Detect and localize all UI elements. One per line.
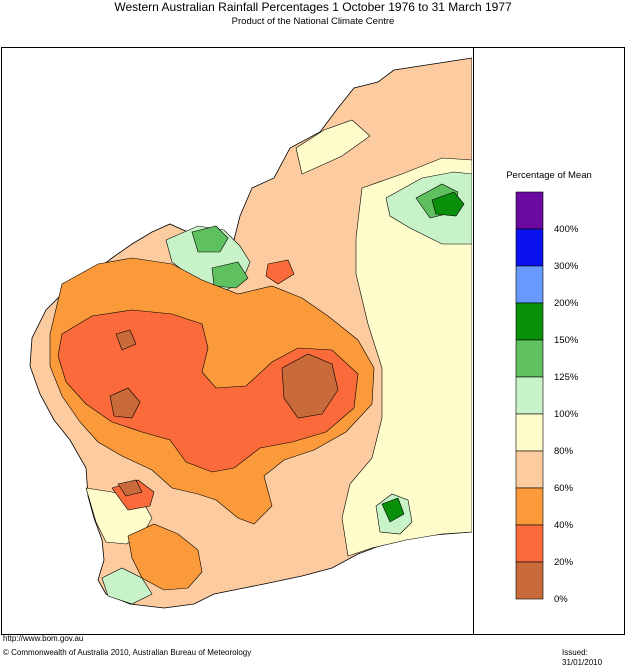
- panel-divider: [473, 47, 474, 635]
- footer-url[interactable]: http://www.bom.gov.au: [3, 634, 84, 643]
- zone-150-200-b: [381, 497, 405, 523]
- map-subtitle: Product of the National Climate Centre: [231, 16, 395, 27]
- zone-0-20-west: [109, 387, 141, 419]
- zone-0-20-east: [281, 353, 339, 419]
- legend-label: 0%: [554, 594, 568, 605]
- legend-label: 400%: [554, 224, 579, 235]
- rainfall-map: [29, 57, 472, 609]
- zone-0-20-north: [115, 329, 137, 351]
- legend-swatch: [515, 450, 544, 489]
- zone-20-40-central: [57, 309, 359, 473]
- footer-copyright: © Commonwealth of Australia 2010, Austra…: [3, 648, 252, 657]
- legend-label: 200%: [554, 298, 579, 309]
- map-frame: [1, 47, 625, 635]
- legend-swatch: [515, 302, 544, 341]
- map-title: Western Australian Rainfall Percentages …: [114, 0, 512, 14]
- legend-title: Percentage of Mean: [506, 170, 592, 181]
- legend-label: 150%: [554, 335, 579, 346]
- legend-swatch: [515, 487, 544, 526]
- zone-0-20-south: [117, 479, 143, 497]
- zone-125-150-a: [191, 225, 229, 253]
- legend-swatch: [515, 524, 544, 563]
- legend-label: 300%: [554, 261, 579, 272]
- legend-swatch: [515, 228, 544, 267]
- legend-label: 80%: [554, 446, 574, 457]
- legend-swatch: [515, 561, 544, 600]
- zone-150-200-a: [431, 191, 465, 217]
- zone-20-40-northwest: [265, 259, 295, 285]
- legend-swatch: [515, 339, 544, 378]
- legend-label: 125%: [554, 372, 579, 383]
- legend-label: 100%: [554, 409, 579, 420]
- zone-100-125-south: [101, 567, 153, 605]
- legend-label: 60%: [554, 483, 574, 494]
- legend-swatch: [515, 265, 544, 304]
- legend: 400% 300% 200% 150% 125% 100% 80% 60% 40% 20% 0%: [515, 191, 579, 605]
- zone-125-150-b: [211, 261, 249, 289]
- footer-issued: Issued: 31/01/2010: [562, 648, 603, 667]
- legend-swatch: [515, 191, 544, 230]
- legend-swatch: [515, 413, 544, 452]
- legend-swatch: [515, 376, 544, 415]
- zone-80-100-east: [341, 157, 472, 557]
- legend-label: 20%: [554, 557, 574, 568]
- legend-label: 40%: [554, 520, 574, 531]
- zone-80-100-north: [295, 119, 371, 175]
- zone-40-60-south: [127, 523, 203, 591]
